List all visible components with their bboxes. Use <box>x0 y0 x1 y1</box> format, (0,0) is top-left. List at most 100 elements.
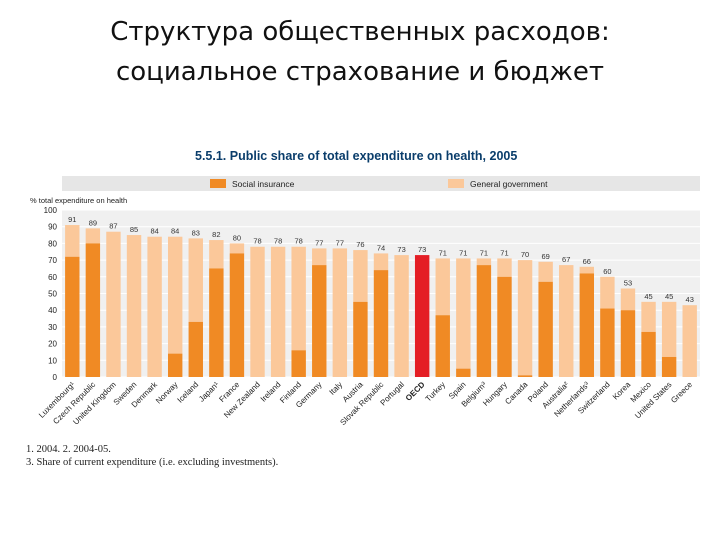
slide-title: Структура общественных расходов: социаль… <box>0 12 720 92</box>
y-tick-label: 70 <box>48 256 57 265</box>
data-label: 80 <box>233 233 241 242</box>
bar-social-insurance <box>476 265 492 377</box>
bar-social-insurance <box>209 268 224 377</box>
bar-general-government <box>332 248 348 377</box>
bar-general-government <box>250 246 265 377</box>
bar-general-government <box>188 238 203 322</box>
bar-social-insurance <box>538 281 553 377</box>
bar-general-government <box>600 276 615 309</box>
x-tick-label: Japan¹ <box>197 380 221 404</box>
y-tick-label: 10 <box>48 356 57 365</box>
x-tick-label: Iceland <box>176 380 201 405</box>
data-label: 69 <box>541 252 549 261</box>
data-label: 53 <box>624 278 632 287</box>
data-label: 76 <box>356 240 364 249</box>
bar-social-insurance <box>85 243 101 377</box>
data-label: 84 <box>150 227 158 236</box>
y-tick-label: 50 <box>48 290 57 299</box>
bar-general-government <box>312 248 327 266</box>
bar-general-government <box>85 228 101 244</box>
x-tick-label: Canada <box>503 380 530 407</box>
x-tick-label: Italy <box>328 380 345 397</box>
data-label: 78 <box>274 237 282 246</box>
bar-general-government <box>353 250 368 302</box>
bar-social-insurance <box>579 273 595 377</box>
x-tick-label: Greece <box>669 380 694 405</box>
y-tick-label: 0 <box>53 373 58 382</box>
bar-general-government <box>497 258 512 277</box>
bar-general-government <box>229 243 245 254</box>
bar-general-government <box>65 225 80 257</box>
bar-social-insurance <box>456 368 471 377</box>
bar-social-insurance <box>600 308 615 377</box>
data-label: 70 <box>521 250 529 259</box>
legend-swatch-general-government <box>448 179 464 188</box>
bar-general-government <box>538 261 553 282</box>
data-label: 71 <box>480 248 488 257</box>
data-label: 78 <box>295 237 303 246</box>
bar-social-insurance <box>620 310 636 377</box>
x-tick-label: Turkey <box>424 380 447 403</box>
data-label: 71 <box>459 248 467 257</box>
data-label: 87 <box>109 222 117 231</box>
bar-general-government <box>559 265 574 377</box>
bar-social-insurance <box>291 350 306 377</box>
data-label: 77 <box>315 238 323 247</box>
data-label: 85 <box>130 225 138 234</box>
slide-title-line-1: Структура общественных расходов: <box>110 17 610 47</box>
bar-social-insurance <box>167 353 183 377</box>
bar-general-government <box>126 235 142 377</box>
data-label: 73 <box>397 245 405 254</box>
bar-general-government <box>394 255 409 377</box>
y-tick-label: 100 <box>44 206 58 215</box>
data-label: 84 <box>171 227 179 236</box>
y-tick-label: 90 <box>48 223 57 232</box>
legend-label-social-insurance: Social insurance <box>232 179 295 189</box>
x-tick-label: OECD <box>404 380 427 403</box>
legend-label-general-government: General government <box>470 179 548 189</box>
chart-title: 5.5.1. Public share of total expenditure… <box>195 149 517 163</box>
bar-general-government <box>167 236 183 354</box>
data-label: 66 <box>583 257 591 266</box>
bar-chart: 5.5.1. Public share of total expenditure… <box>30 149 700 427</box>
data-label: 45 <box>665 292 673 301</box>
bar-social-insurance <box>517 375 533 377</box>
bar-general-government <box>517 260 533 376</box>
bar-general-government <box>661 301 677 357</box>
legend-swatch-social-insurance <box>210 179 226 188</box>
data-label: 43 <box>686 295 694 304</box>
bar-oecd <box>414 255 430 377</box>
data-label: 91 <box>68 215 76 224</box>
data-label: 77 <box>336 238 344 247</box>
y-tick-label: 60 <box>48 273 57 282</box>
data-label: 71 <box>439 248 447 257</box>
bar-general-government <box>291 246 306 351</box>
bar-social-insurance <box>373 270 389 377</box>
plot-area: 010203040506070809010091Luxembourg¹89Cze… <box>37 206 700 427</box>
data-label: 82 <box>212 230 220 239</box>
data-label: 67 <box>562 255 570 264</box>
legend-background <box>62 176 700 191</box>
bar-social-insurance <box>641 331 656 377</box>
footnote-line-1: 1. 2004. 2. 2004-05. <box>26 444 111 455</box>
bar-general-government <box>106 231 121 377</box>
bar-social-insurance <box>353 301 368 377</box>
bar-general-government <box>456 258 471 369</box>
bar-general-government <box>373 253 389 271</box>
bar-general-government <box>620 288 636 311</box>
data-label: 71 <box>500 248 508 257</box>
data-label: 45 <box>644 292 652 301</box>
bar-social-insurance <box>312 265 327 377</box>
y-tick-label: 80 <box>48 239 57 248</box>
x-tick-label: Norway <box>154 380 180 406</box>
bar-general-government <box>682 305 697 377</box>
bar-social-insurance <box>661 356 677 377</box>
footnotes: 1. 2004. 2. 2004-05. 3. Share of current… <box>26 443 278 469</box>
bar-general-government <box>147 236 162 377</box>
slide-title-line-2: социальное страхование и бюджет <box>115 57 605 87</box>
data-label: 78 <box>253 237 261 246</box>
bar-general-government <box>579 266 595 274</box>
bar-general-government <box>270 246 286 377</box>
y-axis-label: % total expenditure on health <box>30 196 127 205</box>
footnote-line-2: 3. Share of current expenditure (i.e. ex… <box>26 457 279 468</box>
